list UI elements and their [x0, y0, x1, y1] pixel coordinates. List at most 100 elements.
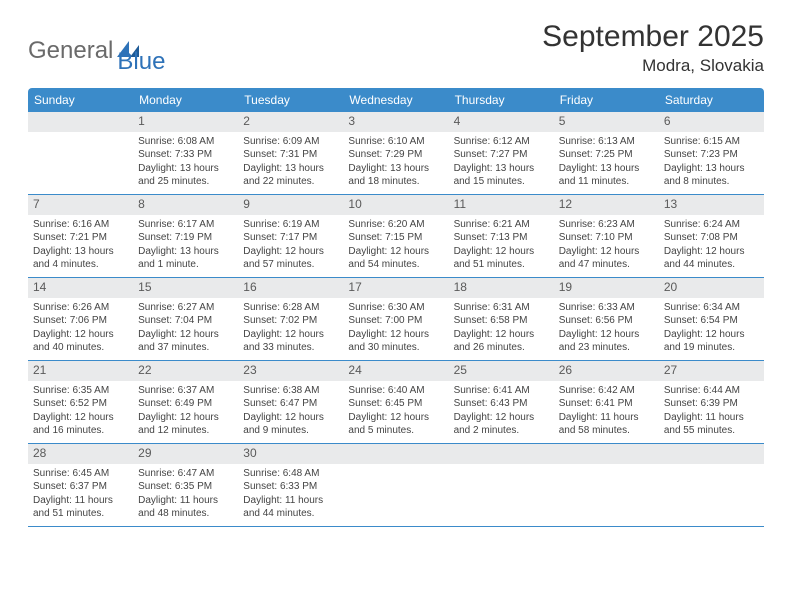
calendar-grid: Sunday Monday Tuesday Wednesday Thursday… — [28, 88, 764, 527]
daylight-text: Daylight: 12 hours and 16 minutes. — [33, 411, 128, 438]
day-number: 15 — [133, 278, 238, 298]
day-number — [28, 112, 133, 132]
header: General Blue September 2025 Modra, Slova… — [28, 20, 764, 76]
calendar-cell — [554, 444, 659, 526]
day-number — [659, 444, 764, 464]
day-details: Sunrise: 6:30 AMSunset: 7:00 PMDaylight:… — [343, 298, 448, 360]
day-details: Sunrise: 6:33 AMSunset: 6:56 PMDaylight:… — [554, 298, 659, 360]
sunset-text: Sunset: 6:56 PM — [559, 314, 654, 328]
day-number: 17 — [343, 278, 448, 298]
calendar-page: General Blue September 2025 Modra, Slova… — [0, 0, 792, 612]
day-details: Sunrise: 6:31 AMSunset: 6:58 PMDaylight:… — [449, 298, 554, 360]
daylight-text: Daylight: 12 hours and 33 minutes. — [243, 328, 338, 355]
sunset-text: Sunset: 6:33 PM — [243, 480, 338, 494]
sunset-text: Sunset: 6:47 PM — [243, 397, 338, 411]
day-details: Sunrise: 6:12 AMSunset: 7:27 PMDaylight:… — [449, 132, 554, 194]
calendar-header-row: Sunday Monday Tuesday Wednesday Thursday… — [28, 88, 764, 112]
day-details: Sunrise: 6:48 AMSunset: 6:33 PMDaylight:… — [238, 464, 343, 526]
calendar-cell: 22Sunrise: 6:37 AMSunset: 6:49 PMDayligh… — [133, 361, 238, 443]
daylight-text: Daylight: 13 hours and 15 minutes. — [454, 162, 549, 189]
sunset-text: Sunset: 6:58 PM — [454, 314, 549, 328]
sunset-text: Sunset: 6:52 PM — [33, 397, 128, 411]
calendar-cell: 10Sunrise: 6:20 AMSunset: 7:15 PMDayligh… — [343, 195, 448, 277]
day-number: 24 — [343, 361, 448, 381]
day-number: 9 — [238, 195, 343, 215]
day-number: 5 — [554, 112, 659, 132]
day-details: Sunrise: 6:08 AMSunset: 7:33 PMDaylight:… — [133, 132, 238, 194]
sunset-text: Sunset: 7:06 PM — [33, 314, 128, 328]
sunrise-text: Sunrise: 6:42 AM — [559, 384, 654, 398]
day-details: Sunrise: 6:24 AMSunset: 7:08 PMDaylight:… — [659, 215, 764, 277]
dayname-monday: Monday — [133, 88, 238, 112]
sunrise-text: Sunrise: 6:40 AM — [348, 384, 443, 398]
day-number: 23 — [238, 361, 343, 381]
daylight-text: Daylight: 13 hours and 18 minutes. — [348, 162, 443, 189]
title-block: September 2025 Modra, Slovakia — [542, 20, 764, 76]
day-number: 3 — [343, 112, 448, 132]
sunrise-text: Sunrise: 6:19 AM — [243, 218, 338, 232]
sunrise-text: Sunrise: 6:41 AM — [454, 384, 549, 398]
calendar-cell: 27Sunrise: 6:44 AMSunset: 6:39 PMDayligh… — [659, 361, 764, 443]
calendar-cell — [659, 444, 764, 526]
calendar-cell: 20Sunrise: 6:34 AMSunset: 6:54 PMDayligh… — [659, 278, 764, 360]
day-number: 7 — [28, 195, 133, 215]
calendar-row: 21Sunrise: 6:35 AMSunset: 6:52 PMDayligh… — [28, 361, 764, 444]
daylight-text: Daylight: 12 hours and 47 minutes. — [559, 245, 654, 272]
calendar-cell: 28Sunrise: 6:45 AMSunset: 6:37 PMDayligh… — [28, 444, 133, 526]
daylight-text: Daylight: 12 hours and 51 minutes. — [454, 245, 549, 272]
calendar-cell: 17Sunrise: 6:30 AMSunset: 7:00 PMDayligh… — [343, 278, 448, 360]
sunset-text: Sunset: 6:45 PM — [348, 397, 443, 411]
sunrise-text: Sunrise: 6:13 AM — [559, 135, 654, 149]
sunrise-text: Sunrise: 6:27 AM — [138, 301, 233, 315]
day-details: Sunrise: 6:40 AMSunset: 6:45 PMDaylight:… — [343, 381, 448, 443]
dayname-friday: Friday — [554, 88, 659, 112]
daylight-text: Daylight: 13 hours and 1 minute. — [138, 245, 233, 272]
day-details: Sunrise: 6:15 AMSunset: 7:23 PMDaylight:… — [659, 132, 764, 194]
sunset-text: Sunset: 7:33 PM — [138, 148, 233, 162]
daylight-text: Daylight: 12 hours and 40 minutes. — [33, 328, 128, 355]
day-number — [449, 444, 554, 464]
day-details: Sunrise: 6:42 AMSunset: 6:41 PMDaylight:… — [554, 381, 659, 443]
sunrise-text: Sunrise: 6:28 AM — [243, 301, 338, 315]
daylight-text: Daylight: 11 hours and 58 minutes. — [559, 411, 654, 438]
daylight-text: Daylight: 12 hours and 54 minutes. — [348, 245, 443, 272]
sunset-text: Sunset: 7:10 PM — [559, 231, 654, 245]
calendar-row: 1Sunrise: 6:08 AMSunset: 7:33 PMDaylight… — [28, 112, 764, 195]
day-details: Sunrise: 6:47 AMSunset: 6:35 PMDaylight:… — [133, 464, 238, 526]
day-details: Sunrise: 6:26 AMSunset: 7:06 PMDaylight:… — [28, 298, 133, 360]
calendar-cell: 24Sunrise: 6:40 AMSunset: 6:45 PMDayligh… — [343, 361, 448, 443]
calendar-cell: 5Sunrise: 6:13 AMSunset: 7:25 PMDaylight… — [554, 112, 659, 194]
day-details: Sunrise: 6:20 AMSunset: 7:15 PMDaylight:… — [343, 215, 448, 277]
sunrise-text: Sunrise: 6:33 AM — [559, 301, 654, 315]
daylight-text: Daylight: 13 hours and 11 minutes. — [559, 162, 654, 189]
calendar-cell: 19Sunrise: 6:33 AMSunset: 6:56 PMDayligh… — [554, 278, 659, 360]
sunset-text: Sunset: 7:21 PM — [33, 231, 128, 245]
day-number: 30 — [238, 444, 343, 464]
day-number: 25 — [449, 361, 554, 381]
calendar-cell: 3Sunrise: 6:10 AMSunset: 7:29 PMDaylight… — [343, 112, 448, 194]
sunrise-text: Sunrise: 6:31 AM — [454, 301, 549, 315]
daylight-text: Daylight: 13 hours and 22 minutes. — [243, 162, 338, 189]
calendar-cell: 29Sunrise: 6:47 AMSunset: 6:35 PMDayligh… — [133, 444, 238, 526]
sunset-text: Sunset: 6:41 PM — [559, 397, 654, 411]
day-details: Sunrise: 6:37 AMSunset: 6:49 PMDaylight:… — [133, 381, 238, 443]
day-number: 12 — [554, 195, 659, 215]
calendar-cell: 25Sunrise: 6:41 AMSunset: 6:43 PMDayligh… — [449, 361, 554, 443]
daylight-text: Daylight: 12 hours and 19 minutes. — [664, 328, 759, 355]
day-number: 28 — [28, 444, 133, 464]
sunset-text: Sunset: 7:04 PM — [138, 314, 233, 328]
daylight-text: Daylight: 12 hours and 5 minutes. — [348, 411, 443, 438]
sunrise-text: Sunrise: 6:30 AM — [348, 301, 443, 315]
sunset-text: Sunset: 6:35 PM — [138, 480, 233, 494]
day-number: 4 — [449, 112, 554, 132]
sunset-text: Sunset: 7:17 PM — [243, 231, 338, 245]
day-details: Sunrise: 6:10 AMSunset: 7:29 PMDaylight:… — [343, 132, 448, 194]
calendar-cell — [343, 444, 448, 526]
calendar-row: 14Sunrise: 6:26 AMSunset: 7:06 PMDayligh… — [28, 278, 764, 361]
calendar-cell — [28, 112, 133, 194]
day-details: Sunrise: 6:13 AMSunset: 7:25 PMDaylight:… — [554, 132, 659, 194]
calendar-cell: 13Sunrise: 6:24 AMSunset: 7:08 PMDayligh… — [659, 195, 764, 277]
day-number: 10 — [343, 195, 448, 215]
day-details: Sunrise: 6:19 AMSunset: 7:17 PMDaylight:… — [238, 215, 343, 277]
day-details: Sunrise: 6:28 AMSunset: 7:02 PMDaylight:… — [238, 298, 343, 360]
